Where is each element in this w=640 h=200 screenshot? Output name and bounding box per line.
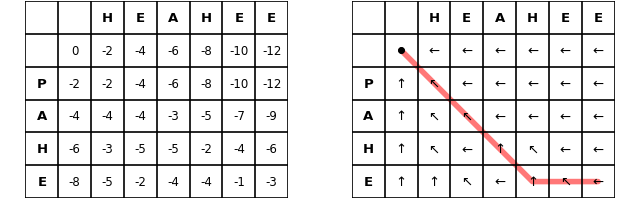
Text: ↖: ↖ [428,110,440,123]
Text: -2: -2 [102,45,113,57]
Text: ←: ← [560,110,571,123]
Text: -5: -5 [134,143,147,155]
Text: -8: -8 [200,77,212,90]
Text: ←: ← [461,77,472,90]
Text: -5: -5 [200,110,212,123]
Text: -6: -6 [167,45,179,57]
Text: ←: ← [428,45,440,57]
Text: 0: 0 [71,45,79,57]
Text: ←: ← [494,77,505,90]
Text: E: E [267,12,276,25]
Text: ↑: ↑ [396,175,406,188]
Text: -10: -10 [229,77,248,90]
Text: ←: ← [527,77,538,90]
Text: -3: -3 [266,175,278,188]
Text: ↑: ↑ [527,175,538,188]
Text: ←: ← [494,175,505,188]
Text: ↖: ↖ [428,77,440,90]
Text: -7: -7 [233,110,245,123]
Text: ↖: ↖ [560,175,571,188]
Text: A: A [168,12,179,25]
Text: E: E [593,12,603,25]
Text: -3: -3 [167,110,179,123]
Text: ←: ← [593,45,604,57]
Text: ←: ← [560,45,571,57]
Text: H: H [428,12,440,25]
Text: E: E [561,12,570,25]
Text: -12: -12 [262,45,282,57]
Text: ←: ← [593,175,604,188]
Text: A: A [363,110,373,123]
Text: -2: -2 [134,175,147,188]
Text: ←: ← [560,77,571,90]
Text: ↑: ↑ [428,175,440,188]
Text: ←: ← [560,143,571,155]
Text: ←: ← [593,77,604,90]
Text: ↖: ↖ [428,143,440,155]
Text: E: E [234,12,243,25]
Text: P: P [364,77,373,90]
Text: -2: -2 [68,77,81,90]
Text: -5: -5 [102,175,113,188]
Text: ←: ← [593,143,604,155]
Text: ←: ← [527,110,538,123]
Text: E: E [462,12,471,25]
Text: -2: -2 [102,77,113,90]
Text: -5: -5 [167,143,179,155]
Text: -9: -9 [266,110,278,123]
Text: H: H [200,12,212,25]
Text: ←: ← [527,45,538,57]
Text: -4: -4 [134,77,147,90]
Text: ←: ← [593,110,604,123]
Text: H: H [36,143,47,155]
Text: -6: -6 [266,143,278,155]
Text: H: H [102,12,113,25]
Text: -4: -4 [102,110,113,123]
Text: ←: ← [461,143,472,155]
Text: ↑: ↑ [396,77,406,90]
Text: ←: ← [461,45,472,57]
Text: ↑: ↑ [494,143,505,155]
Text: A: A [36,110,47,123]
Text: -3: -3 [102,143,113,155]
Text: ←: ← [494,110,505,123]
Text: -4: -4 [134,110,147,123]
Text: E: E [364,175,373,188]
Text: ↑: ↑ [396,110,406,123]
Text: -8: -8 [200,45,212,57]
Text: ↖: ↖ [527,143,538,155]
Text: ←: ← [494,45,505,57]
Text: H: H [363,143,374,155]
Text: -10: -10 [229,45,248,57]
Text: -4: -4 [167,175,179,188]
Text: A: A [495,12,505,25]
Text: -4: -4 [134,45,147,57]
Text: -2: -2 [200,143,212,155]
Text: E: E [136,12,145,25]
Text: -4: -4 [68,110,81,123]
Text: ↖: ↖ [461,175,472,188]
Text: ↑: ↑ [396,143,406,155]
Text: -4: -4 [233,143,245,155]
Text: P: P [37,77,47,90]
Text: E: E [37,175,47,188]
Text: -4: -4 [200,175,212,188]
Text: -6: -6 [167,77,179,90]
Text: -6: -6 [68,143,81,155]
Text: -8: -8 [69,175,81,188]
Text: H: H [527,12,538,25]
Text: -12: -12 [262,77,282,90]
Text: -1: -1 [233,175,245,188]
Text: ↖: ↖ [461,110,472,123]
